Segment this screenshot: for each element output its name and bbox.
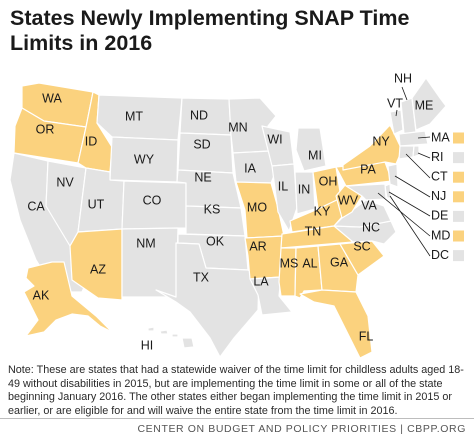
label-VT: VT [387,96,403,110]
label-AZ: AZ [90,262,106,276]
state-IN [294,171,316,215]
state-HI-1 [147,326,155,332]
state-HI-2 [159,329,169,335]
state-AK [23,261,113,337]
label-CA: CA [27,199,45,213]
label-HI: HI [141,338,154,352]
label-AL: AL [302,256,317,270]
label-OH: OH [319,174,338,188]
label-NM: NM [136,236,155,250]
label-ND: ND [190,108,208,122]
state-HI-3 [171,333,179,338]
state-MI [295,127,327,172]
label-WV: WV [338,193,359,207]
footer-credit: CENTER ON BUDGET AND POLICY PRIORITIES |… [137,423,466,435]
label-PA: PA [360,162,376,176]
legend-swatch-ct [453,171,464,183]
legend-label-dc: DC [431,248,449,262]
label-TN: TN [305,224,322,238]
label-MN: MN [228,120,247,134]
connector-lines [377,86,431,257]
footer-bar: CENTER ON BUDGET AND POLICY PRIORITIES |… [0,418,474,441]
legend-swatch-nj [453,191,464,203]
label-WI: WI [267,132,282,146]
state-TX [155,242,260,358]
footnote: Note: These are states that had a statew… [8,364,464,417]
label-ID: ID [85,134,98,148]
small-states-legend: MA RI CT NJ DE MD DC [431,130,464,262]
state-ME [411,77,447,131]
state-labels: WA OR ID MT WY NV UT CA CO AZ NM ND SD N… [27,71,433,352]
state-MS [278,247,297,297]
label-SC: SC [353,239,370,253]
label-NV: NV [56,175,74,189]
label-NY: NY [372,134,390,148]
label-LA: LA [253,274,269,288]
state-GA [317,243,359,293]
label-ME: ME [415,98,434,112]
legend-swatch-de [453,210,464,222]
label-OK: OK [206,234,225,248]
label-KY: KY [314,204,331,218]
label-MI: MI [308,148,322,162]
state-MA [398,130,429,147]
state-HI-4 [181,337,195,349]
legend-label-ct: CT [431,169,448,183]
label-UT: UT [88,197,105,211]
label-MO: MO [247,200,267,214]
legend-swatch-ma [453,132,464,144]
legend-swatch-md [453,230,464,242]
states-layer [9,77,447,359]
label-IN: IN [298,182,311,196]
state-MD [345,183,387,201]
legend-label-ri: RI [431,150,444,164]
label-SD: SD [193,137,210,151]
legend-label-md: MD [431,228,450,242]
label-FL: FL [359,329,374,343]
state-FL [299,289,373,359]
label-IA: IA [244,161,256,175]
legend-swatch-ri [453,152,464,164]
label-NC: NC [362,220,380,234]
label-GA: GA [330,255,349,269]
label-TX: TX [193,270,210,284]
label-NH: NH [394,71,412,85]
legend-label-de: DE [431,209,448,223]
legend-label-ma: MA [431,130,450,144]
state-NJ [387,163,399,188]
label-MS: MS [280,256,299,270]
label-OR: OR [36,122,55,136]
label-MT: MT [125,109,143,123]
label-IL: IL [278,179,288,193]
label-VA: VA [361,198,377,212]
label-AR: AR [249,239,266,253]
map-title: States Newly Implementing SNAP Time Limi… [10,6,410,55]
label-AK: AK [33,288,50,302]
label-NE: NE [194,170,211,184]
label-WY: WY [134,152,155,166]
us-map: WA OR ID MT WY NV UT CA CO AZ NM ND SD N… [9,71,464,359]
legend-swatch-dc [453,250,464,262]
state-RI [412,145,420,158]
legend-label-nj: NJ [431,189,446,203]
state-CT [398,145,415,160]
label-WA: WA [42,91,62,105]
state-VT [389,109,404,135]
label-KS: KS [204,202,221,216]
label-CO: CO [143,193,162,207]
